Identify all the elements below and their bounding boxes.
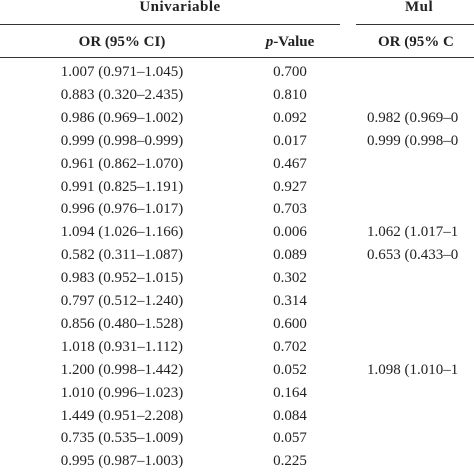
- table-cell: 0.927: [273, 178, 307, 195]
- table-cell: 0.983 (0.952–1.015): [60, 270, 184, 287]
- table-cell: 1.098 (1.010–1: [367, 361, 459, 378]
- table-cell: 0.986 (0.969–1.002): [60, 109, 184, 126]
- table-cell: 0.314: [273, 293, 307, 309]
- table-cell: 0.600: [273, 315, 307, 332]
- column-header: OR (95% C: [378, 34, 454, 50]
- table-cell: 0.999 (0.998–0.999): [60, 132, 184, 149]
- table-cell: 0.797 (0.512–1.240): [60, 293, 184, 309]
- column-header: OR (95% CI): [78, 34, 166, 50]
- table-cell: 1.010 (0.996–1.023): [60, 384, 184, 401]
- table-cell: 0.700: [273, 64, 307, 80]
- group-header: Univariable: [139, 0, 221, 15]
- table-cell: 0.810: [273, 86, 307, 103]
- table-cell: 0.961 (0.862–1.070): [60, 155, 184, 172]
- table-cell: 0.225: [273, 453, 307, 470]
- table-cell: 1.449 (0.951–2.208): [60, 407, 184, 424]
- table-cell: 0.996 (0.976–1.017): [60, 201, 184, 218]
- table-cell: 0.856 (0.480–1.528): [60, 315, 184, 332]
- table-cell: 0.653 (0.433–0: [367, 247, 459, 264]
- table-cell: 1.200 (0.998–1.442): [60, 361, 184, 378]
- table-cell: 0.017: [273, 132, 307, 149]
- table-cell: 1.094 (1.026–1.166): [60, 224, 184, 241]
- table-cell: 1.062 (1.017–1: [367, 224, 459, 241]
- table-cell: 0.467: [273, 155, 307, 172]
- table-cell: 0.092: [273, 109, 307, 126]
- table-cell: 0.991 (0.825–1.191): [60, 178, 184, 195]
- table-cell: 0.883 (0.320–2.435): [60, 86, 184, 103]
- table-cell: 0.052: [273, 361, 307, 378]
- table-cell: 1.018 (0.931–1.112): [61, 338, 183, 355]
- table-cell: 0.006: [273, 224, 307, 241]
- rule: [0, 57, 474, 58]
- group-header: Mul: [405, 0, 434, 15]
- table-cell: 0.057: [273, 430, 307, 447]
- rule: [0, 24, 340, 25]
- table-cell: 0.995 (0.987–1.003): [60, 453, 184, 470]
- table-cell: 0.089: [273, 247, 307, 264]
- table-cell: 0.735 (0.535–1.009): [60, 430, 184, 447]
- table-cell: 0.582 (0.311–1.087): [61, 247, 183, 264]
- table-cell: 0.084: [273, 407, 307, 424]
- table-cell: 0.982 (0.969–0: [367, 109, 459, 126]
- column-header-rest: -Value: [273, 34, 315, 50]
- table-cell: 0.164: [273, 384, 307, 401]
- column-header-italic: p: [265, 34, 274, 50]
- table-cell: 0.703: [273, 201, 307, 218]
- table-cell: 0.702: [273, 338, 307, 355]
- table-cell: 0.999 (0.998–0: [367, 132, 459, 149]
- column-header: p-Value: [266, 33, 315, 51]
- rule: [356, 24, 474, 25]
- table-cell: 0.302: [273, 270, 307, 287]
- table-cell: 1.007 (0.971–1.045): [60, 64, 184, 80]
